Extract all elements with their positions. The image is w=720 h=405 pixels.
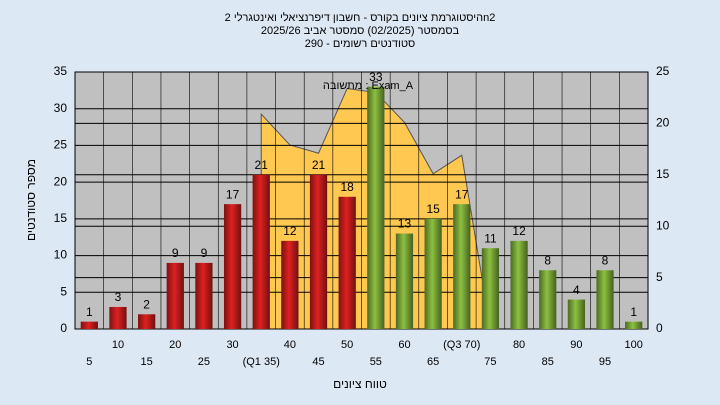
bar-shade <box>453 204 471 329</box>
value-label: 8 <box>602 253 609 267</box>
x-tick-label: 75 <box>484 356 496 368</box>
y-tick-label: 30 <box>54 101 68 115</box>
y-tick-label: 15 <box>54 211 68 225</box>
y-tick-label: 5 <box>60 284 67 298</box>
x-tick-label: 10 <box>112 339 124 351</box>
x-tick-label: 90 <box>570 339 582 351</box>
x-tick-label: 45 <box>312 356 324 368</box>
annotation: מתשובה : Exam_A <box>323 80 414 92</box>
y2-tick-label: 20 <box>656 116 670 130</box>
bar-shade <box>395 233 414 329</box>
y-tick-label: 25 <box>54 138 68 152</box>
x-tick-label: 20 <box>169 339 181 351</box>
x-tick-label: 95 <box>599 356 611 368</box>
value-label: 17 <box>455 187 469 201</box>
chart-subtitle: סטודנטים רשומים - 290 <box>305 38 416 50</box>
y-axis-label: מספר סטודנטים <box>24 159 38 241</box>
y-tick-label: 0 <box>60 321 67 335</box>
bar-shade <box>567 299 585 329</box>
value-label: 9 <box>172 246 179 260</box>
bar-shade <box>338 196 356 329</box>
value-label: 1 <box>86 305 93 319</box>
x-tick-label: 15 <box>141 356 153 368</box>
bar-shade <box>252 174 270 329</box>
x-tick-label: 5 <box>86 356 92 368</box>
x-tick-label: 65 <box>427 356 439 368</box>
x-tick-label: 100 <box>624 339 642 351</box>
value-label: 3 <box>115 290 122 304</box>
value-label: 8 <box>544 253 551 267</box>
value-label: 11 <box>484 231 497 245</box>
x-tick-label: (Q3 70) <box>443 339 480 351</box>
y2-tick-label: 10 <box>656 218 670 232</box>
x-tick-label: 40 <box>284 339 296 351</box>
bar-shade <box>481 248 500 329</box>
bar-shade <box>424 218 442 329</box>
y2-tick-label: 5 <box>656 270 663 284</box>
bar-shade <box>510 240 528 329</box>
chart-subtitle: בסמסטר (02/2025) סמסטר אביב 2025/26 <box>261 25 460 37</box>
plot-border <box>74 71 649 330</box>
x-tick-label: 50 <box>341 339 353 351</box>
bar-shade <box>109 306 127 329</box>
bar-shade <box>223 204 242 329</box>
value-label: 1 <box>630 305 637 319</box>
value-label: 21 <box>312 158 326 172</box>
value-label: 15 <box>426 202 440 216</box>
value-label: 12 <box>512 224 526 238</box>
bar-shade <box>596 270 614 329</box>
bar-shade <box>539 270 557 329</box>
bar-shade <box>166 262 184 329</box>
y2-tick-label: 15 <box>656 167 670 181</box>
bar-shade <box>367 86 385 329</box>
value-label: 13 <box>398 217 412 231</box>
value-label: 9 <box>201 246 208 260</box>
x-tick-label: 25 <box>198 356 210 368</box>
x-tick-label: (Q1 35) <box>243 356 280 368</box>
bar-shade <box>195 262 213 329</box>
bar-shade <box>80 321 98 329</box>
y-tick-label: 20 <box>54 174 68 188</box>
value-label: 2 <box>143 297 150 311</box>
x-tick-label: 60 <box>398 339 410 351</box>
value-label: 12 <box>283 224 297 238</box>
bar-shade <box>138 314 156 329</box>
value-label: 33 <box>369 70 383 84</box>
y-tick-label: 35 <box>54 64 68 78</box>
value-label: 4 <box>573 283 580 297</box>
y2-tick-label: 0 <box>656 321 663 335</box>
value-label: 18 <box>340 180 354 194</box>
x-tick-label: 80 <box>513 339 525 351</box>
x-tick-label: 85 <box>542 356 554 368</box>
y-tick-label: 10 <box>54 248 68 262</box>
bar-shade <box>281 240 299 329</box>
bar-shade <box>309 174 328 329</box>
bar-shade <box>625 321 643 329</box>
x-axis-label: טווח ציונים <box>333 377 387 391</box>
value-label: 17 <box>226 187 240 201</box>
value-label: 21 <box>255 158 269 172</box>
x-tick-label: 30 <box>226 339 238 351</box>
chart-title: היסטוגרמת ציונים בקורס - חשבון דיפרנציאל… <box>225 11 496 24</box>
y2-tick-label: 25 <box>656 64 670 78</box>
x-tick-label: 55 <box>370 356 382 368</box>
